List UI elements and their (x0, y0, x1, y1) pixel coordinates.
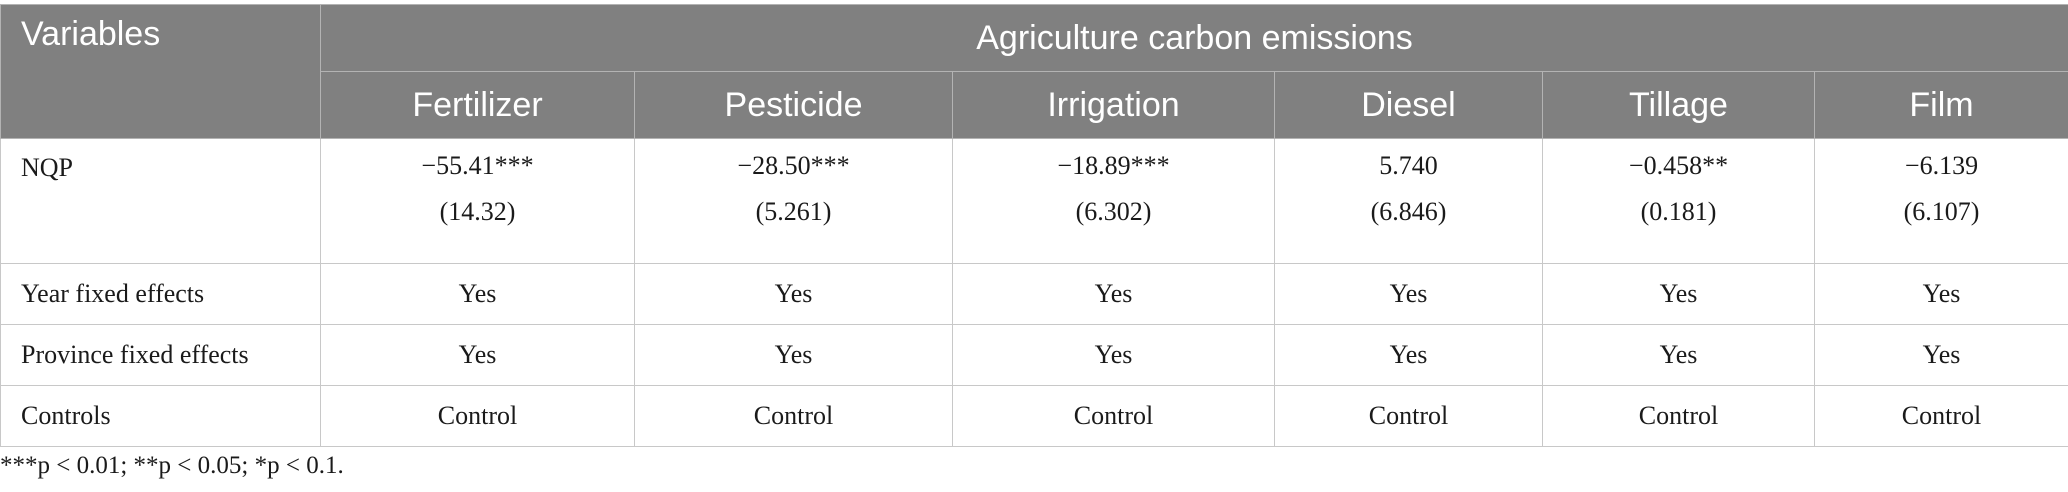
table-cell: Control (1274, 385, 1543, 447)
table-cell: Control (634, 385, 953, 447)
table-cell: Yes (1542, 324, 1815, 386)
column-header-film: Film (1814, 71, 2068, 139)
table-cell: Yes (1814, 263, 2068, 325)
nqp-cell-fertilizer: −55.41*** (14.32) (320, 138, 635, 264)
coefficient: −28.50*** (737, 151, 850, 180)
standard-error: (0.181) (1640, 197, 1717, 226)
table-cell: Control (320, 385, 635, 447)
coefficient: 5.740 (1379, 151, 1438, 180)
table-cell: Yes (320, 263, 635, 325)
standard-error: (6.846) (1370, 197, 1447, 226)
table-cell: Yes (1814, 324, 2068, 386)
table-cell: Control (1814, 385, 2068, 447)
group-header: Agriculture carbon emissions (320, 4, 2068, 72)
coefficient: −55.41*** (421, 151, 534, 180)
nqp-cell-film: −6.139 (6.107) (1814, 138, 2068, 264)
variables-header: Variables (0, 4, 321, 139)
column-header-tillage: Tillage (1542, 71, 1815, 139)
nqp-cell-tillage: −0.458** (0.181) (1542, 138, 1815, 264)
standard-error: (6.107) (1903, 197, 1980, 226)
table-row-nqp: NQP −55.41*** (14.32) −28.50*** (5.261) −1… (0, 138, 2068, 264)
row-label-province-fe: Province fixed effects (0, 324, 321, 386)
table-cell: Yes (1274, 263, 1543, 325)
standard-error: (5.261) (755, 197, 832, 226)
nqp-cell-diesel: 5.740 (6.846) (1274, 138, 1543, 264)
coefficient: −0.458** (1628, 151, 1729, 180)
significance-note: ***p < 0.01; **p < 0.05; *p < 0.1. (0, 452, 344, 479)
table-cell: Yes (952, 324, 1275, 386)
table-row-province-fixed-effects: Province fixed effects Yes Yes Yes Yes Y… (0, 324, 2068, 386)
nqp-cell-irrigation: −18.89*** (6.302) (952, 138, 1275, 264)
coefficient: −6.139 (1904, 151, 1979, 180)
table-cell: Control (952, 385, 1275, 447)
nqp-cell-pesticide: −28.50*** (5.261) (634, 138, 953, 264)
column-header-irrigation: Irrigation (952, 71, 1275, 139)
table-cell: Yes (1274, 324, 1543, 386)
table-row-year-fixed-effects: Year fixed effects Yes Yes Yes Yes Yes Y… (0, 263, 2068, 325)
table-header: Variables Agriculture carbon emissions F… (0, 4, 2068, 139)
row-label-controls: Controls (0, 385, 321, 447)
table-cell: Yes (634, 324, 953, 386)
table-cell: Yes (634, 263, 953, 325)
column-header-pesticide: Pesticide (634, 71, 953, 139)
row-label-year-fe: Year fixed effects (0, 263, 321, 325)
table-row-controls: Controls Control Control Control Control… (0, 385, 2068, 447)
column-header-fertilizer: Fertilizer (320, 71, 635, 139)
column-header-diesel: Diesel (1274, 71, 1543, 139)
row-label-nqp: NQP (0, 138, 321, 264)
table-body: NQP −55.41*** (14.32) −28.50*** (5.261) −1… (0, 138, 2068, 447)
regression-table: Variables Agriculture carbon emissions F… (0, 4, 2068, 447)
standard-error: (6.302) (1075, 197, 1152, 226)
coefficient: −18.89*** (1057, 151, 1170, 180)
table-cell: Control (1542, 385, 1815, 447)
table-cell: Yes (1542, 263, 1815, 325)
table-cell: Yes (320, 324, 635, 386)
standard-error: (14.32) (439, 197, 516, 226)
results-table-container: Variables Agriculture carbon emissions F… (0, 4, 2068, 447)
table-cell: Yes (952, 263, 1275, 325)
